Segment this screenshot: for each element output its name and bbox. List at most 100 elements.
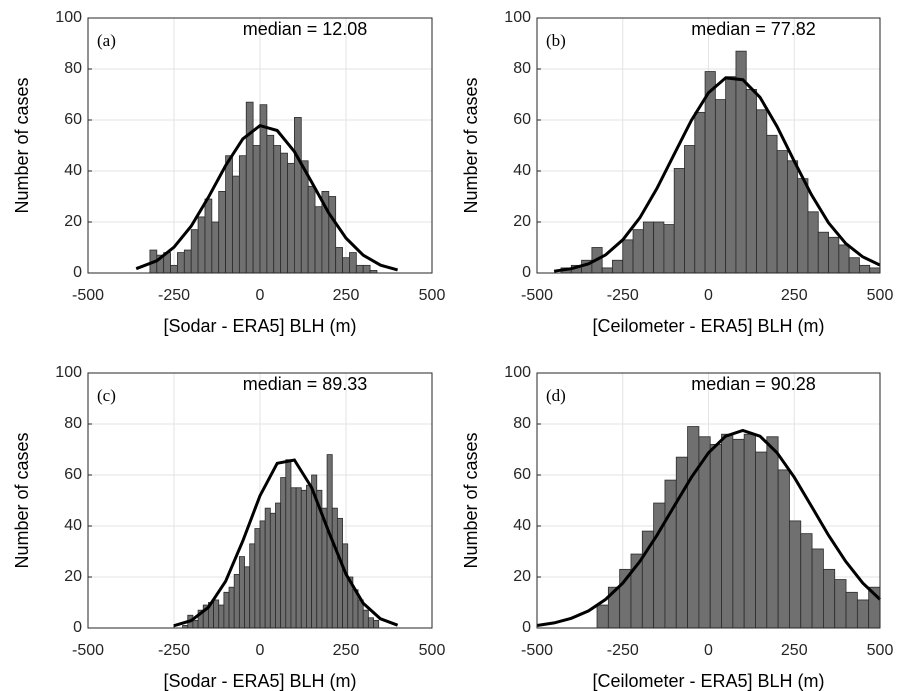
bar — [335, 247, 343, 274]
bar — [349, 252, 357, 274]
bar — [845, 591, 858, 629]
bar — [314, 206, 323, 274]
x-tick-label: 250 — [781, 642, 808, 659]
x-tick-label: 250 — [333, 642, 360, 659]
panel-label: (c) — [97, 386, 116, 405]
axes-box — [87, 372, 433, 629]
bar — [336, 517, 343, 629]
y-tick-label: 60 — [64, 466, 82, 483]
x-tick-label: -500 — [72, 642, 104, 659]
bar — [766, 134, 778, 274]
x-tick-label: -500 — [521, 642, 553, 659]
x-tick-label: -500 — [72, 287, 104, 304]
bar — [664, 479, 677, 629]
bar — [694, 111, 706, 274]
bar — [232, 175, 240, 274]
y-axis-label: Number of cases — [461, 432, 481, 568]
bar — [287, 162, 295, 274]
bar — [197, 216, 206, 274]
bar — [177, 252, 185, 274]
bar — [280, 477, 287, 629]
x-tick-label: 500 — [419, 642, 446, 659]
bar — [675, 456, 688, 629]
bar — [756, 109, 768, 274]
bar — [745, 89, 757, 274]
bar — [273, 145, 282, 274]
fit-curve — [135, 123, 399, 272]
bar — [823, 568, 836, 629]
y-tick-label: 80 — [64, 415, 82, 432]
bar — [218, 190, 227, 274]
y-tick-label: 0 — [73, 264, 82, 281]
bar — [213, 599, 220, 629]
bar — [280, 152, 288, 274]
bar — [789, 520, 802, 629]
axes-box — [536, 17, 881, 274]
bar — [777, 469, 790, 629]
bar — [776, 150, 788, 274]
bar — [834, 579, 847, 629]
bar — [249, 543, 256, 629]
bar — [228, 586, 235, 629]
y-axis-label: Number of cases — [12, 77, 32, 213]
x-tick-label: 250 — [333, 287, 360, 304]
bar — [328, 196, 337, 274]
bar — [797, 178, 809, 274]
bar — [275, 502, 282, 629]
bar — [684, 145, 696, 274]
y-tick-label: 100 — [55, 9, 82, 26]
bar — [259, 104, 268, 274]
x-tick-label: 250 — [781, 287, 808, 304]
x-tick-label: -250 — [607, 642, 639, 659]
bar — [307, 185, 316, 274]
y-tick-label: 20 — [513, 568, 531, 585]
bar — [721, 433, 734, 629]
bar — [828, 236, 840, 274]
bar — [223, 591, 230, 629]
bar — [211, 221, 220, 274]
bar — [743, 433, 756, 629]
bar — [245, 101, 254, 274]
y-tick-label: 0 — [522, 264, 531, 281]
annotation: median = 89.33 — [243, 374, 368, 394]
bar — [373, 619, 380, 629]
bar — [673, 168, 685, 274]
panel-label: (a) — [97, 31, 116, 50]
bar — [244, 566, 251, 629]
bar — [838, 244, 850, 274]
bar — [300, 160, 309, 274]
y-tick-label: 60 — [513, 111, 531, 128]
annotation: median = 90.28 — [691, 374, 816, 394]
y-tick-label: 40 — [513, 162, 531, 179]
x-tick-label: 500 — [419, 287, 446, 304]
bar — [183, 249, 192, 274]
bar — [355, 264, 364, 274]
bar — [725, 76, 737, 274]
bar — [848, 257, 860, 274]
fit-curve — [536, 428, 882, 627]
bar — [254, 528, 261, 629]
bar — [269, 512, 276, 629]
y-tick-label: 60 — [513, 466, 531, 483]
bar — [252, 145, 261, 274]
bar — [869, 267, 881, 274]
y-tick-label: 100 — [504, 364, 531, 381]
bar — [362, 609, 369, 629]
y-tick-label: 20 — [64, 568, 82, 585]
bar — [190, 229, 199, 274]
bar — [735, 50, 747, 274]
y-tick-label: 40 — [64, 517, 82, 534]
bar — [807, 211, 819, 274]
x-axis-label: [Ceilometer - ERA5] BLH (m) — [592, 316, 824, 336]
x-axis-label: [Ceilometer - ERA5] BLH (m) — [592, 671, 824, 691]
y-tick-label: 80 — [513, 60, 531, 77]
bar — [342, 257, 350, 274]
bar — [709, 443, 722, 629]
axes-box — [536, 372, 881, 629]
bar — [811, 548, 824, 629]
bar — [295, 487, 302, 629]
annotation: median = 77.82 — [691, 19, 816, 39]
bar — [225, 155, 233, 274]
y-tick-label: 40 — [513, 517, 531, 534]
panel-label: (d) — [546, 386, 566, 405]
